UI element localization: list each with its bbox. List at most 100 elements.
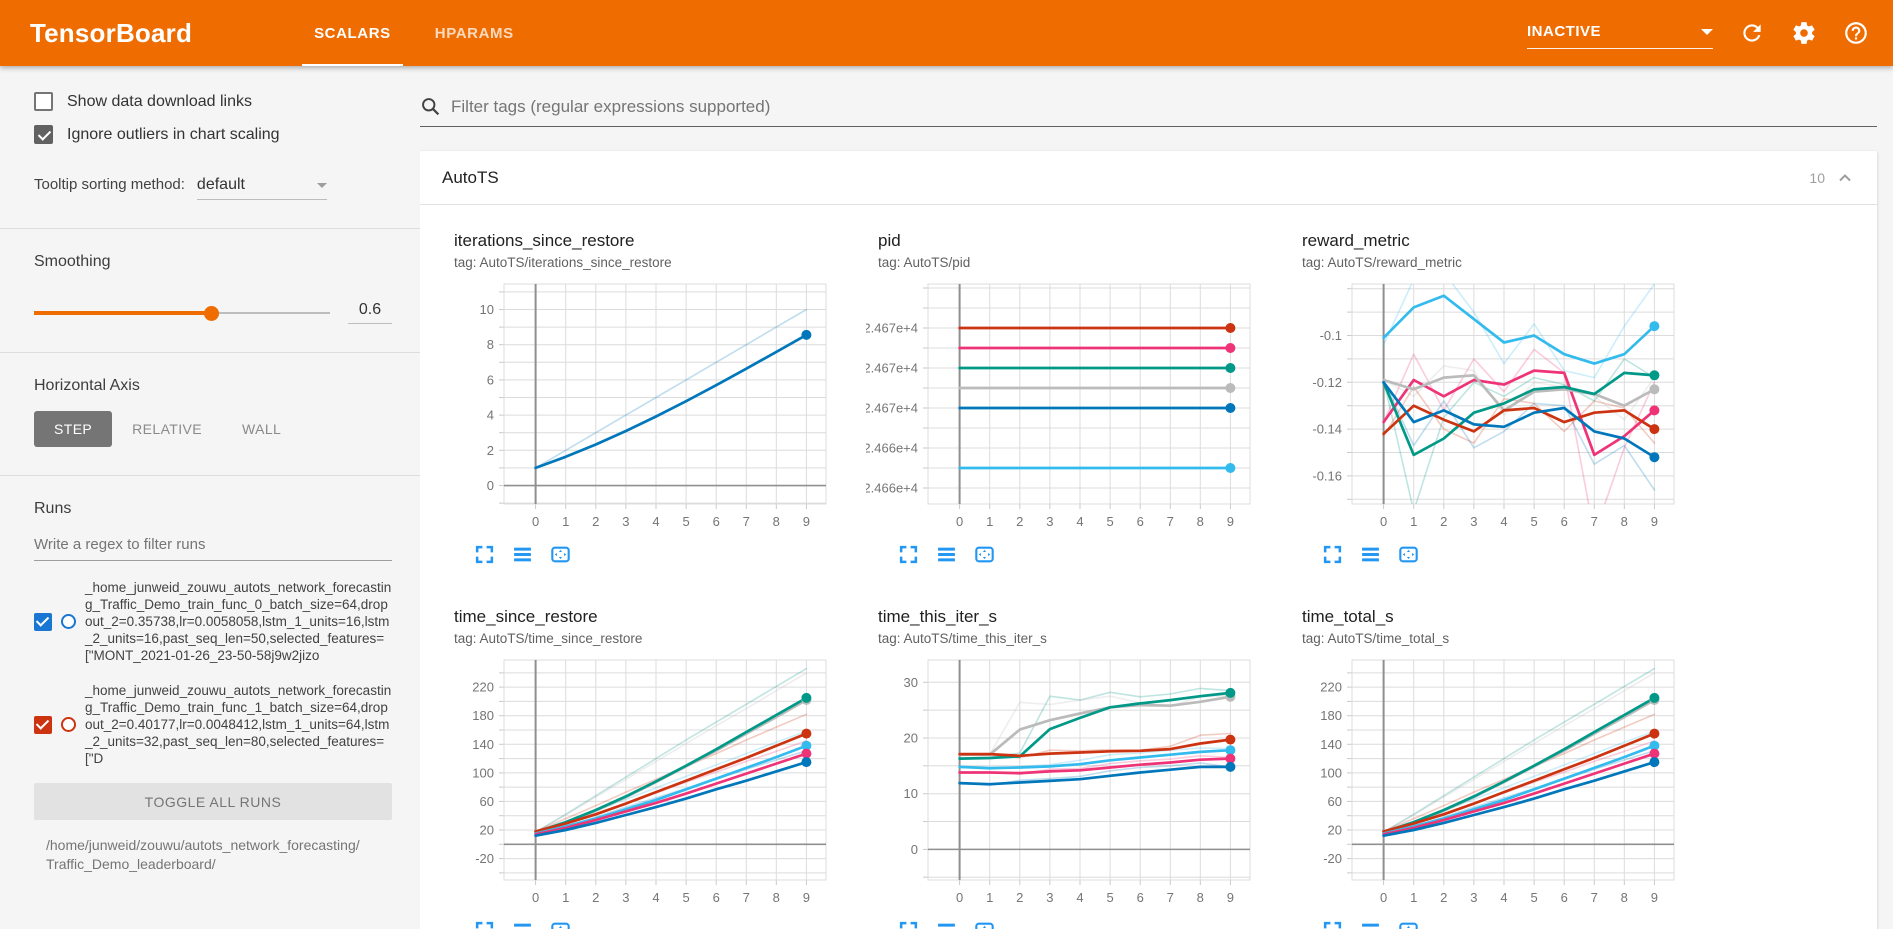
svg-text:1: 1 bbox=[986, 890, 993, 905]
fit-domain-icon[interactable] bbox=[1398, 544, 1419, 565]
runs-list-icon[interactable] bbox=[512, 920, 533, 929]
expand-chart-icon[interactable] bbox=[474, 544, 495, 565]
run-checkbox[interactable] bbox=[34, 612, 52, 631]
svg-text:9: 9 bbox=[1227, 514, 1234, 529]
chart-tag: tag: AutoTS/time_since_restore bbox=[454, 631, 643, 646]
smoothing-value[interactable]: 0.6 bbox=[348, 301, 392, 324]
series-endpoint-dot bbox=[801, 692, 812, 703]
runs-list-icon[interactable] bbox=[512, 544, 533, 565]
series-cyan bbox=[958, 748, 1232, 770]
svg-text:220: 220 bbox=[472, 680, 494, 695]
tag-filter-bar[interactable] bbox=[420, 96, 1877, 127]
smoothing-slider[interactable] bbox=[34, 305, 330, 321]
expand-chart-icon[interactable] bbox=[1322, 544, 1343, 565]
svg-text:6: 6 bbox=[713, 890, 720, 905]
svg-text:2.466e+4: 2.466e+4 bbox=[866, 441, 918, 456]
tab-scalars[interactable]: SCALARS bbox=[292, 0, 413, 66]
axis-step-button[interactable]: STEP bbox=[34, 411, 113, 447]
chart-title: time_this_iter_s bbox=[878, 607, 998, 626]
chart-plot-area[interactable]: 0 1 2 3 4 5 6 7 8 9 -20 20 60 100 140 180 220 bbox=[442, 654, 834, 912]
run-checkbox[interactable] bbox=[34, 715, 52, 734]
chart-plot-area[interactable]: 0 1 2 3 4 5 6 7 8 9 -20 20 60 100 140 180 220 bbox=[1290, 654, 1682, 912]
show-download-links-checkbox[interactable]: Show data download links bbox=[34, 92, 392, 111]
ignore-outliers-checkbox[interactable]: Ignore outliers in chart scaling bbox=[34, 125, 392, 144]
card-header[interactable]: AutoTS 10 bbox=[420, 151, 1877, 205]
svg-text:1: 1 bbox=[562, 890, 569, 905]
svg-text:0: 0 bbox=[487, 478, 494, 493]
runs-list-icon[interactable] bbox=[1360, 920, 1381, 929]
expand-chart-icon[interactable] bbox=[898, 920, 919, 929]
runs-filter-input[interactable] bbox=[34, 532, 392, 561]
series-blue bbox=[534, 760, 808, 838]
fit-domain-icon[interactable] bbox=[550, 920, 571, 929]
svg-text:4: 4 bbox=[652, 890, 659, 905]
series-blue-raw bbox=[1382, 379, 1656, 491]
run-item[interactable]: _home_junweid_zouwu_autots_network_forec… bbox=[34, 682, 392, 767]
svg-text:9: 9 bbox=[1651, 890, 1658, 905]
refresh-icon[interactable] bbox=[1739, 20, 1765, 46]
run-radio[interactable] bbox=[61, 717, 76, 732]
chart-tag: tag: AutoTS/time_total_s bbox=[1302, 631, 1450, 646]
status-dropdown[interactable]: INACTIVE bbox=[1527, 23, 1713, 49]
svg-text:7: 7 bbox=[743, 890, 750, 905]
tag-filter-input[interactable] bbox=[451, 96, 1877, 117]
chart-plot-area[interactable]: 0 1 2 3 4 5 6 7 8 9 0 10 20 30 bbox=[866, 654, 1258, 912]
chart-toolbar bbox=[474, 920, 866, 929]
runs-list-icon[interactable] bbox=[936, 920, 957, 929]
expand-chart-icon[interactable] bbox=[898, 544, 919, 565]
run-item[interactable]: _home_junweid_zouwu_autots_network_forec… bbox=[34, 579, 392, 664]
expand-chart-icon[interactable] bbox=[474, 920, 495, 929]
svg-text:7: 7 bbox=[1167, 890, 1174, 905]
run-radio[interactable] bbox=[61, 614, 76, 629]
svg-text:0: 0 bbox=[1380, 890, 1387, 905]
svg-text:6: 6 bbox=[487, 372, 494, 387]
help-icon[interactable] bbox=[1843, 20, 1869, 46]
series-endpoint-dot bbox=[1225, 761, 1236, 772]
chart-count: 10 bbox=[1809, 169, 1825, 186]
series-red bbox=[1382, 404, 1656, 436]
svg-text:6: 6 bbox=[713, 514, 720, 529]
toggle-all-runs-button[interactable]: TOGGLE ALL RUNS bbox=[34, 783, 392, 820]
runs-list-icon[interactable] bbox=[1360, 544, 1381, 565]
axis-relative-button[interactable]: RELATIVE bbox=[132, 421, 203, 437]
series-cyan bbox=[534, 744, 808, 835]
svg-text:1: 1 bbox=[1410, 514, 1417, 529]
slider-thumb[interactable] bbox=[203, 305, 219, 321]
chart-tag: tag: AutoTS/pid bbox=[878, 255, 971, 270]
svg-text:2: 2 bbox=[1016, 890, 1023, 905]
fit-domain-icon[interactable] bbox=[974, 920, 995, 929]
settings-gear-icon[interactable] bbox=[1791, 20, 1817, 46]
tooltip-sorting-label: Tooltip sorting method: bbox=[34, 176, 185, 193]
chart-plot-area[interactable]: 0 1 2 3 4 5 6 7 8 9 2.466e+4 2.466e+4 2.467e+4 2.467e… bbox=[866, 278, 1258, 536]
runs-list-icon[interactable] bbox=[936, 544, 957, 565]
chart-toolbar bbox=[1322, 920, 1714, 929]
svg-text:0: 0 bbox=[956, 514, 963, 529]
series-endpoint-dot bbox=[801, 329, 812, 340]
svg-text:20: 20 bbox=[904, 731, 918, 746]
collapse-chevron-icon[interactable] bbox=[1835, 168, 1855, 188]
chart-plot-area[interactable]: 0 1 2 3 4 5 6 7 8 9 0 2 4 6 8 10 bbox=[442, 278, 834, 536]
fit-domain-icon[interactable] bbox=[550, 544, 571, 565]
autots-card: AutoTS 10 iterations_since_restore tag: … bbox=[420, 151, 1877, 929]
svg-text:2.467e+4: 2.467e+4 bbox=[866, 321, 918, 336]
fit-domain-icon[interactable] bbox=[974, 544, 995, 565]
svg-text:140: 140 bbox=[472, 737, 494, 752]
card-title: AutoTS bbox=[442, 167, 499, 187]
chart-plot-area[interactable]: 0 1 2 3 4 5 6 7 8 9 -0.16 -0.14 -0.12 -0.1 bbox=[1290, 278, 1682, 536]
axis-wall-button[interactable]: WALL bbox=[242, 421, 282, 437]
svg-text:100: 100 bbox=[472, 765, 494, 780]
run-name: _home_junweid_zouwu_autots_network_forec… bbox=[85, 580, 392, 663]
svg-text:8: 8 bbox=[1197, 514, 1204, 529]
svg-text:2.467e+4: 2.467e+4 bbox=[866, 361, 918, 376]
expand-chart-icon[interactable] bbox=[1322, 920, 1343, 929]
svg-text:10: 10 bbox=[480, 302, 494, 317]
checkbox-icon bbox=[34, 92, 53, 111]
series-teal bbox=[534, 696, 808, 834]
fit-domain-icon[interactable] bbox=[1398, 920, 1419, 929]
series-teal-raw bbox=[1382, 358, 1656, 504]
svg-text:220: 220 bbox=[1320, 680, 1342, 695]
svg-text:5: 5 bbox=[1530, 514, 1537, 529]
series-pink bbox=[1382, 369, 1656, 457]
tooltip-sorting-dropdown[interactable]: default bbox=[196, 176, 327, 200]
tab-hparams[interactable]: HPARAMS bbox=[434, 24, 514, 42]
